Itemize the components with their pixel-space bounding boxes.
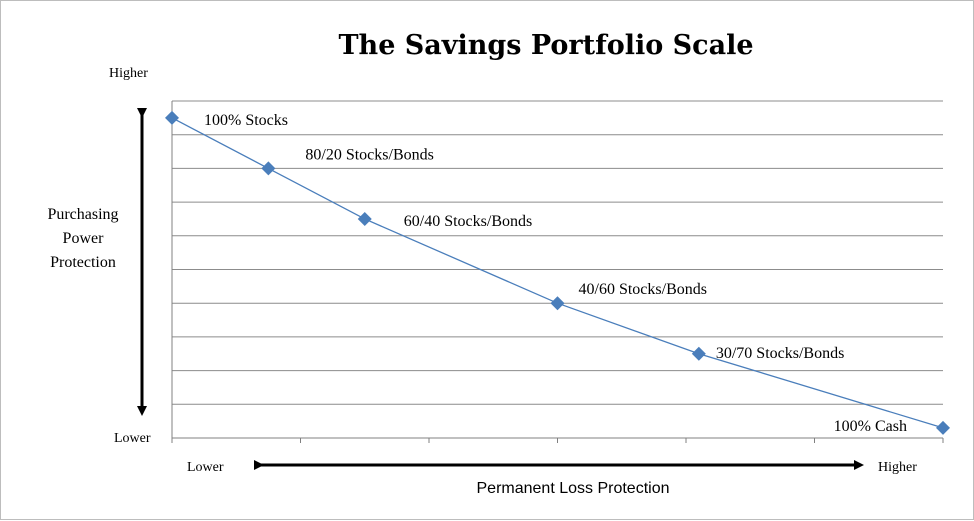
x-low-label: Lower bbox=[187, 460, 224, 475]
data-point-label: 40/60 Stocks/Bonds bbox=[579, 281, 707, 298]
data-point-marker bbox=[550, 296, 565, 311]
data-point-marker bbox=[261, 161, 276, 176]
data-point-marker bbox=[691, 346, 706, 361]
x-high-label: Higher bbox=[878, 460, 917, 475]
series-line bbox=[171, 117, 944, 429]
y-high-label: Higher bbox=[109, 66, 148, 81]
gridlines bbox=[172, 100, 943, 405]
data-point-label: 100% Stocks bbox=[204, 112, 288, 129]
chart-title: The Savings Portfolio Scale bbox=[338, 30, 753, 61]
data-point-label: 80/20 Stocks/Bonds bbox=[305, 146, 433, 163]
data-point-label: 100% Cash bbox=[834, 418, 907, 435]
data-point-label: 30/70 Stocks/Bonds bbox=[716, 345, 844, 362]
data-labels: 100% Stocks 80/20 Stocks/Bonds 60/40 Stock… bbox=[204, 112, 907, 435]
data-point-marker bbox=[165, 110, 179, 125]
x-axis-ticks bbox=[171, 438, 944, 443]
data-markers bbox=[165, 110, 950, 435]
x-axis-title: Permanent Loss Protection bbox=[477, 480, 670, 497]
data-point-label: 60/40 Stocks/Bonds bbox=[404, 213, 532, 230]
y-low-label: Lower bbox=[114, 431, 151, 446]
data-point-marker bbox=[357, 211, 372, 226]
y-axis-title: Purchasing Power Protection bbox=[47, 206, 118, 271]
data-point-marker bbox=[936, 420, 950, 435]
